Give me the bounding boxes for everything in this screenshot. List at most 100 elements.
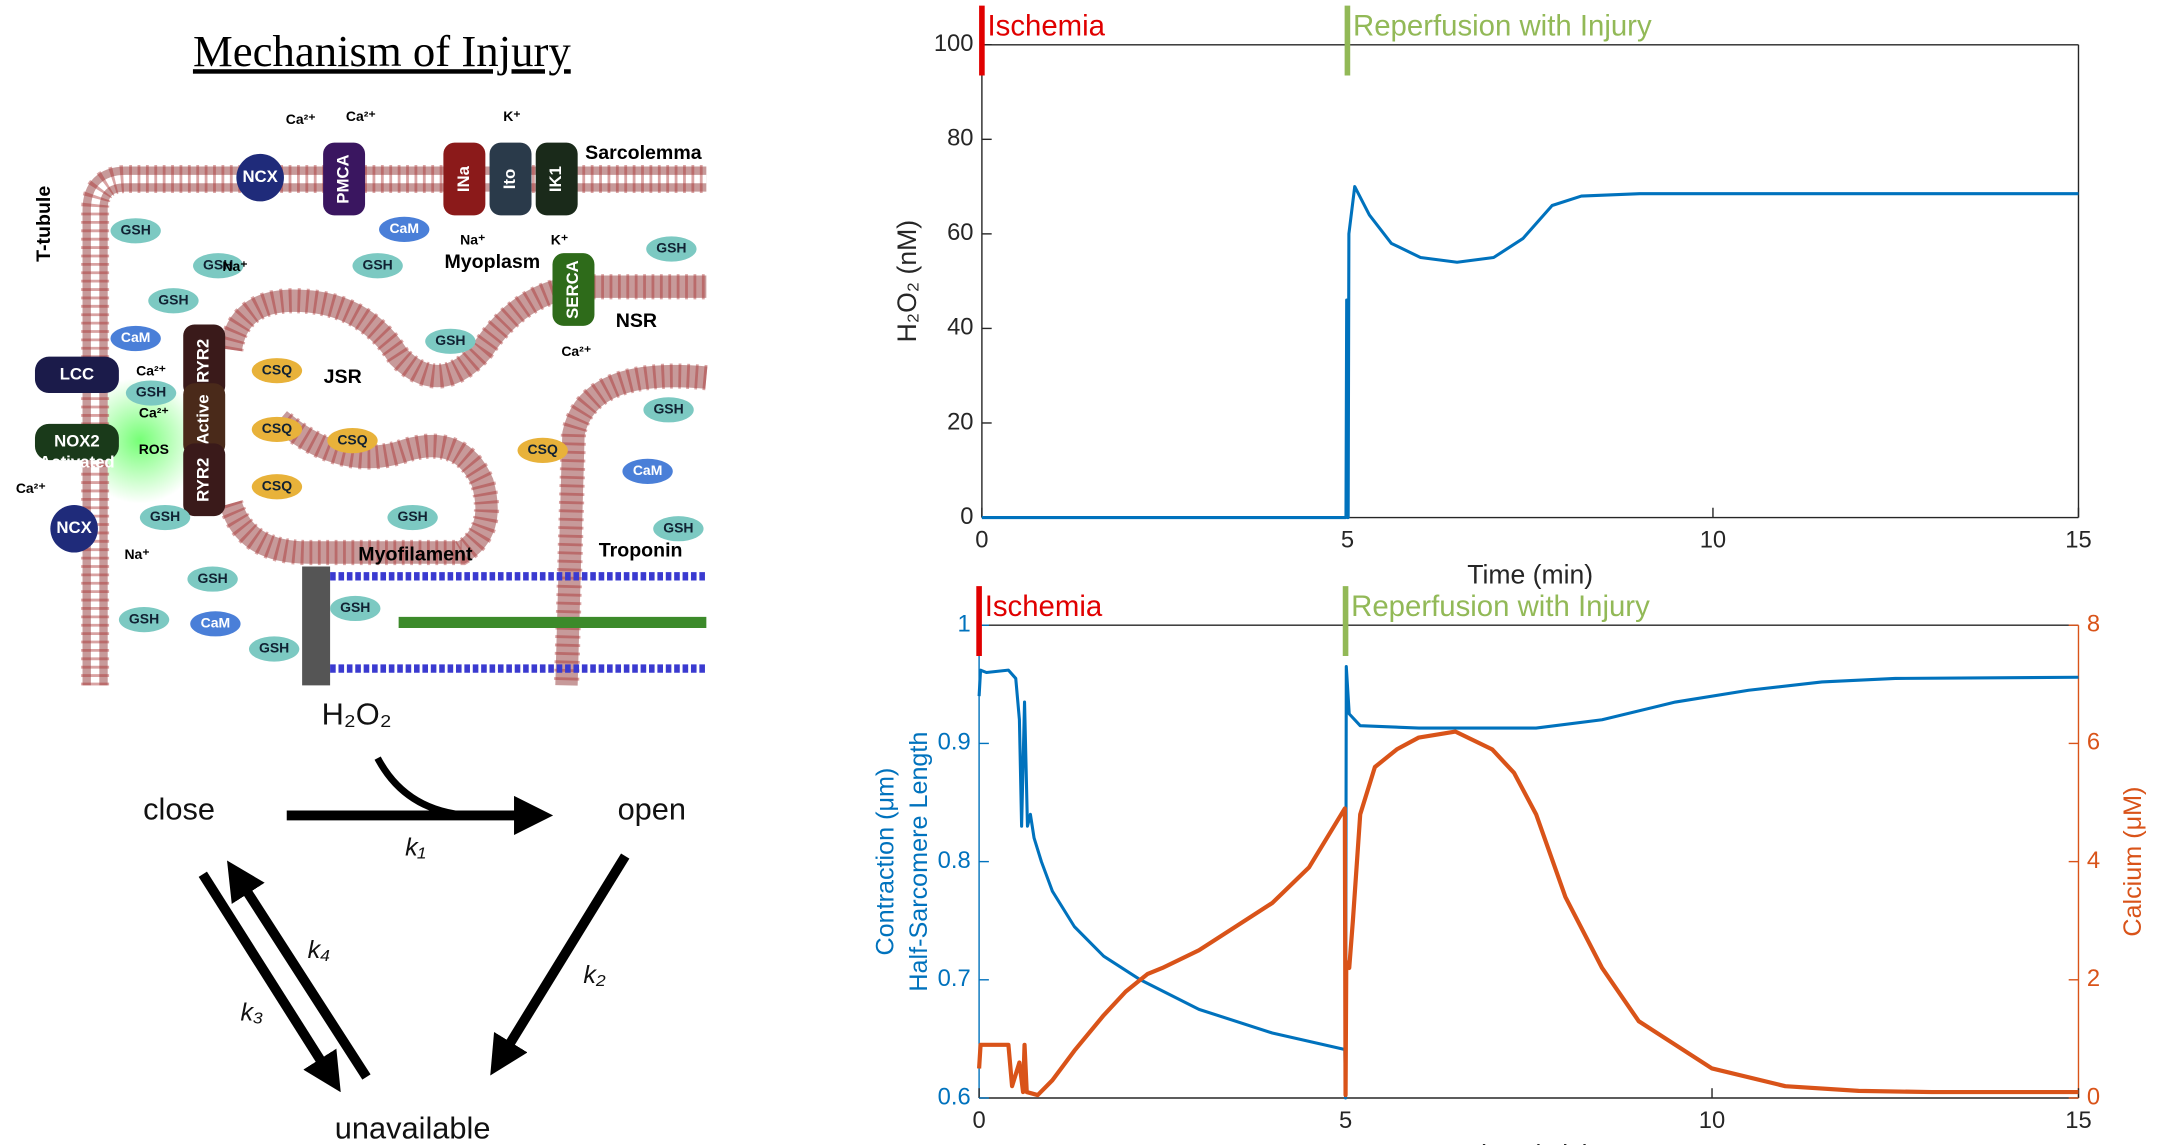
diagram-label: GSH — [158, 291, 188, 307]
x-tick-label: 5 — [1341, 527, 1354, 554]
diagram-label: Ca²⁺ — [346, 108, 376, 124]
diagram-label: RYR2 — [194, 339, 213, 383]
x-tick-label: 0 — [975, 527, 988, 554]
state-label: H₂O₂ — [322, 696, 392, 731]
rate-label: k₃ — [240, 999, 263, 1027]
y-axis-label: H₂O₂ (nM) — [892, 220, 922, 342]
diagram-label: IK1 — [546, 166, 565, 192]
y-tick-label: 20 — [947, 408, 973, 435]
diagram-label: Myoplasm — [444, 251, 540, 273]
x-tick-label: 15 — [2065, 1107, 2091, 1134]
diagram-label: Na⁺ — [460, 231, 485, 247]
annotation-label: Reperfusion with Injury — [1351, 590, 1650, 623]
y-tick-label: 0.6 — [938, 1083, 971, 1110]
diagram-label: CSQ — [262, 477, 292, 493]
diagram-label: CaM — [389, 220, 419, 236]
diagram-label: CaM — [121, 329, 150, 345]
diagram-label: GSH — [340, 599, 370, 615]
diagram-label: CSQ — [262, 420, 292, 436]
y-tick-label: 80 — [947, 125, 973, 152]
y2-tick-label: 4 — [2087, 847, 2100, 874]
cell-diagram — [77, 179, 706, 685]
diagram-label: CSQ — [337, 431, 367, 447]
diagram-label: Na⁺ — [222, 258, 247, 274]
diagram-label: INa — [454, 165, 473, 192]
state-label: unavailable — [335, 1110, 491, 1145]
y-tick-label: 0 — [960, 503, 973, 530]
diagram-title: Mechanism of Injury — [193, 26, 571, 76]
y-axis-label: Half-Sarcomere Length — [905, 732, 933, 992]
diagram-label: Myofilament — [358, 543, 473, 565]
diagram-label: Na⁺ — [124, 546, 149, 562]
diagram-label: CSQ — [262, 361, 292, 377]
annotation-label: Ischemia — [987, 10, 1105, 43]
diagram-label: Ca²⁺ — [139, 405, 169, 421]
diagram-label: CSQ — [528, 441, 558, 457]
x-tick-label: 10 — [1699, 1107, 1725, 1134]
diagram-label: K⁺ — [551, 231, 568, 247]
diagram-label: NCX — [242, 167, 278, 186]
state-label: open — [618, 791, 686, 826]
diagram-label: GSH — [653, 401, 683, 417]
diagram-label: Troponin — [599, 539, 683, 561]
x-tick-label: 15 — [2065, 527, 2091, 554]
diagram-label: Ca²⁺ — [561, 343, 591, 359]
x-axis-label: Time (min) — [1466, 1140, 1592, 1145]
x-tick-label: 0 — [972, 1107, 985, 1134]
y-tick-label: 40 — [947, 314, 973, 341]
diagram-label: Ito — [500, 169, 519, 189]
y2-tick-label: 6 — [2087, 729, 2100, 756]
diagram-label: T-tubule — [33, 186, 55, 262]
y-tick-label: 1 — [957, 611, 970, 638]
diagram-label: GSH — [129, 610, 159, 626]
y-axis-label: Contraction (μm) — [871, 768, 899, 956]
diagram-label: Activated — [39, 452, 114, 471]
plot-area — [982, 45, 2079, 518]
annotation-label: Reperfusion with Injury — [1353, 10, 1652, 43]
diagram-label: GSH — [136, 384, 166, 400]
rate-label: k₂ — [583, 961, 606, 989]
diagram-label: GSH — [259, 640, 289, 656]
x-tick-label: 5 — [1339, 1107, 1352, 1134]
x-axis-label: Time (min) — [1467, 559, 1593, 589]
y2-tick-label: 2 — [2087, 965, 2100, 992]
annotation-label: Ischemia — [985, 590, 1103, 623]
diagram-label: JSR — [324, 366, 362, 388]
diagram-label: SERCA — [563, 260, 582, 319]
diagram-label: CaM — [201, 615, 231, 631]
y-tick-label: 60 — [947, 219, 973, 246]
diagram-label: PMCA — [334, 154, 353, 203]
diagram-label: GSH — [663, 519, 693, 535]
diagram-label: ROS — [139, 441, 169, 457]
diagram-label: NCX — [56, 518, 92, 537]
diagram-label: K⁺ — [503, 108, 520, 124]
y2-axis-label: Calcium (μM) — [2119, 787, 2147, 937]
diagram-label: NOX2 — [54, 431, 100, 450]
diagram-label: GSH — [363, 256, 393, 272]
diagram-label: RYR2 — [194, 458, 213, 502]
y-tick-label: 100 — [934, 30, 974, 57]
y-tick-label: 0.9 — [938, 729, 971, 756]
y2-tick-label: 0 — [2087, 1083, 2100, 1110]
diagram-label: Ca²⁺ — [16, 480, 46, 496]
y2-tick-label: 8 — [2087, 611, 2100, 638]
diagram-label: GSH — [121, 221, 151, 237]
diagram-label: GSH — [197, 570, 227, 586]
diagram-label: Ca²⁺ — [286, 111, 316, 127]
rate-label: k₄ — [308, 936, 331, 964]
diagram-label: Sarcolemma — [585, 142, 703, 164]
x-tick-label: 10 — [1700, 527, 1726, 554]
diagram-label: GSH — [397, 508, 427, 524]
diagram-label: Active — [194, 394, 213, 444]
diagram-label: GSH — [150, 508, 180, 524]
rate-label: k₁ — [405, 834, 426, 862]
state-label: close — [143, 791, 215, 826]
diagram-label: LCC — [60, 364, 94, 383]
diagram-label: GSH — [435, 332, 465, 348]
myofilament — [302, 566, 706, 685]
plot-area — [979, 625, 2078, 1098]
diagram-label: NSR — [616, 310, 657, 332]
diagram-label: Ca²⁺ — [136, 363, 166, 379]
kinetic-scheme — [203, 758, 625, 1080]
figure: Mechanism of Injury Sarcolemma T-tubule Myo… — [0, 0, 2168, 1145]
